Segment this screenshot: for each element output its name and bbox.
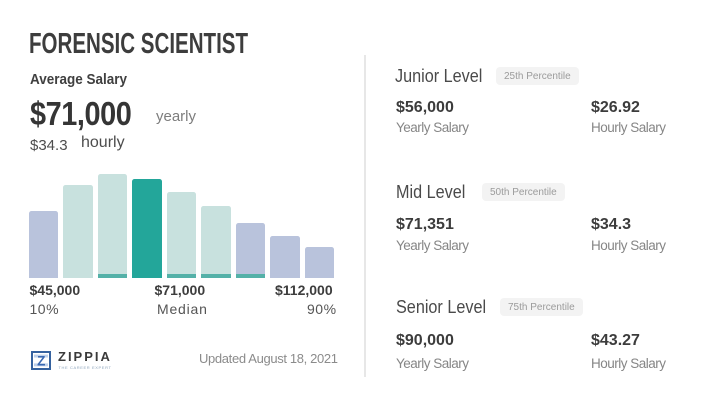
svg-text:Z: Z (37, 353, 45, 368)
